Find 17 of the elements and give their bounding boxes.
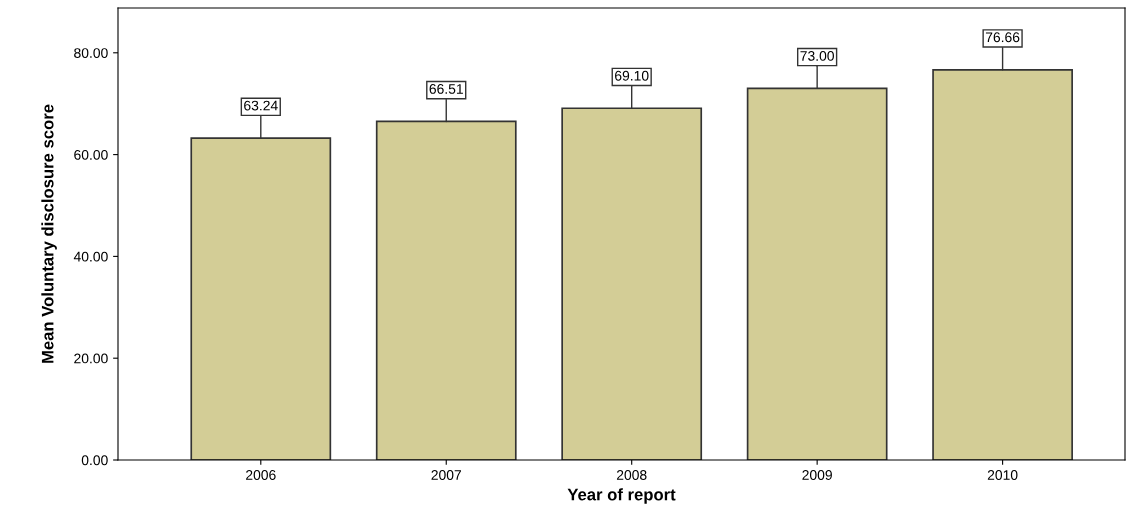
x-tick-label: 2010 xyxy=(987,470,1018,480)
data-label: 66.51 xyxy=(429,84,463,94)
data-label: 69.10 xyxy=(615,70,649,81)
data-label: 76.66 xyxy=(985,32,1020,43)
x-tick-label: 2006 xyxy=(246,470,276,480)
y-axis-title: Mean Voluntary disclosure score xyxy=(41,104,57,363)
y-tick-label: 40.00 xyxy=(73,251,108,262)
x-tick-label: 2009 xyxy=(802,470,832,480)
y-tick-label: 60.00 xyxy=(74,149,108,160)
x-tick-label: 2007 xyxy=(431,470,461,480)
x-axis-title: Year of report xyxy=(567,488,676,504)
x-tick-label: 2008 xyxy=(616,470,647,480)
y-tick-label: 0.00 xyxy=(81,455,108,466)
data-label: 73.00 xyxy=(800,50,834,61)
y-tick-label: 80.00 xyxy=(74,48,108,58)
data-label: 63.24 xyxy=(244,100,278,111)
y-tick-label: 20.00 xyxy=(74,353,108,364)
